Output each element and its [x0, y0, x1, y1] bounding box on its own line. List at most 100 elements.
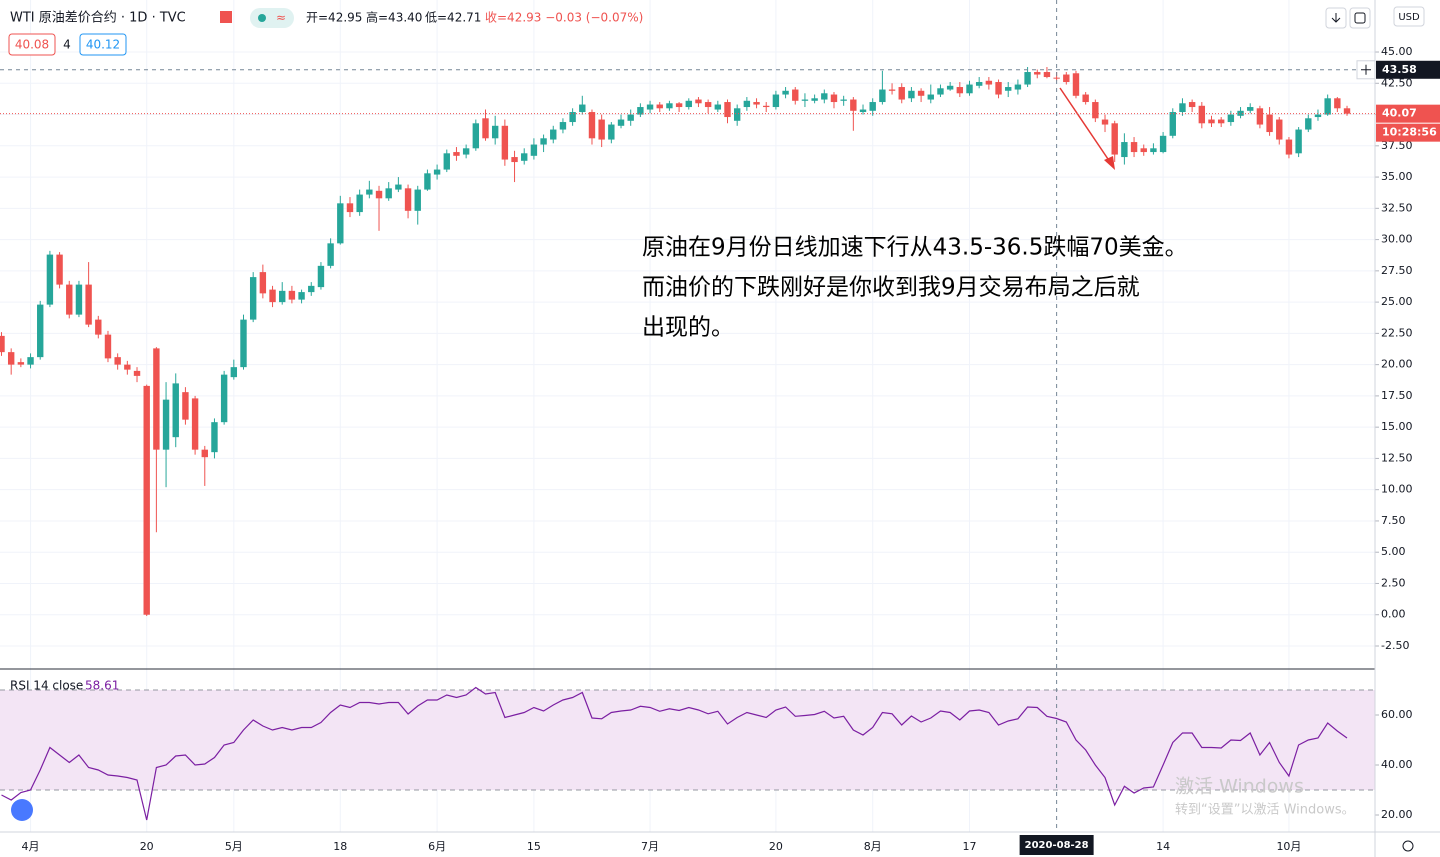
y-tick-label: 30.00	[1381, 233, 1413, 246]
candle-body	[327, 243, 334, 266]
candle-body	[230, 367, 238, 378]
candle-body	[995, 82, 1002, 95]
spread: 4	[63, 38, 71, 52]
ohlc-low: 低=42.71	[425, 11, 481, 25]
candle-body	[782, 90, 789, 95]
y-tick-label: 5.00	[1381, 545, 1406, 558]
candle-body	[0, 335, 5, 353]
candle-body	[337, 203, 344, 244]
last-price-label: 40.07	[1382, 107, 1417, 120]
candle-body	[1121, 142, 1128, 158]
x-tick-label: 15	[527, 840, 541, 853]
candle-body	[143, 385, 150, 615]
candle-body	[627, 114, 634, 121]
bid-box[interactable]	[8, 33, 56, 56]
candle-body	[162, 399, 170, 450]
annotation-line: 原油在9月份日线加速下行从43.5-36.5跌幅70美金。	[642, 235, 1188, 261]
candle-body	[375, 190, 383, 199]
candle-body	[317, 265, 325, 288]
y-tick-label: 27.50	[1381, 264, 1413, 277]
candle-body	[501, 125, 509, 160]
candle-body	[279, 290, 286, 303]
candle-body	[1101, 119, 1109, 125]
status-icon: ≈	[276, 11, 286, 25]
candle-body	[191, 398, 199, 450]
ask-box[interactable]	[79, 33, 127, 56]
candle-body	[462, 148, 470, 155]
candle-body	[850, 99, 857, 111]
candle-body	[1305, 118, 1312, 130]
candle-body	[879, 89, 886, 103]
countdown: 10:28:56	[1382, 126, 1437, 139]
candle-body	[666, 103, 673, 109]
candle-body	[869, 102, 876, 111]
candle-body	[356, 194, 363, 213]
x-tick-label: 20	[769, 840, 783, 853]
candle-body	[1140, 148, 1147, 153]
y-tick-label: 20.00	[1381, 358, 1413, 371]
ohlc-open: 开=42.95	[306, 11, 362, 25]
candle-body	[17, 362, 25, 365]
candle-body	[985, 80, 993, 85]
candle-body	[1111, 123, 1118, 155]
candle-body	[888, 89, 896, 91]
candle-body	[559, 122, 567, 130]
candle-body	[1188, 102, 1196, 108]
candle-body	[443, 153, 450, 170]
y-tick-label: 12.50	[1381, 451, 1413, 464]
y-tick-label: 10.00	[1381, 483, 1413, 496]
status-badge[interactable]	[250, 8, 294, 28]
candle-body	[308, 285, 315, 293]
candle-body	[908, 90, 915, 99]
y-tick-label: 35.00	[1381, 170, 1413, 183]
currency-box[interactable]	[1393, 6, 1425, 27]
settings-icon[interactable]	[1402, 840, 1414, 852]
y-tick-label: 25.00	[1381, 295, 1413, 308]
candle-body	[579, 104, 586, 113]
y-tick-label: 37.50	[1381, 139, 1413, 152]
candle-body	[753, 102, 760, 105]
y-tick-label: 15.00	[1381, 420, 1413, 433]
watermark: 转到“设置”以激活 Windows。	[1175, 803, 1355, 818]
watermark: 激活 Windows	[1175, 776, 1304, 798]
flag-icon[interactable]	[220, 11, 232, 23]
candle-body	[801, 99, 809, 101]
candle-body	[1343, 108, 1351, 114]
candle-body	[1063, 74, 1070, 83]
candle-body	[104, 334, 112, 359]
candle-body	[656, 104, 663, 109]
candle-body	[1024, 72, 1031, 85]
candle-body	[646, 104, 654, 110]
x-tick-label: 8月	[864, 840, 882, 853]
candle-body	[1005, 87, 1012, 91]
y-tick-label: 7.50	[1381, 514, 1406, 527]
currency: USD	[1398, 12, 1420, 23]
candle-body	[743, 100, 751, 108]
candle-body	[685, 100, 692, 108]
candle-body	[1034, 72, 1041, 75]
candle-body	[811, 98, 818, 101]
candle-body	[482, 118, 489, 139]
y-tick-label: 0.00	[1381, 608, 1406, 621]
x-tick-label: 4月	[22, 840, 40, 853]
candle-body	[1130, 142, 1138, 153]
candle-body	[133, 370, 141, 376]
x-tick-label: 17	[963, 840, 977, 853]
candle-body	[114, 357, 121, 365]
candle-body	[453, 152, 460, 156]
candle-body	[898, 87, 905, 100]
candle-body	[1043, 72, 1051, 78]
candle-body	[617, 119, 625, 126]
reset-button[interactable]	[1349, 7, 1371, 29]
logo[interactable]	[11, 799, 33, 821]
y-tick-label: 20.00	[1381, 808, 1413, 821]
candle-body	[1092, 102, 1099, 119]
candle-body	[569, 112, 576, 123]
bid-price: 40.08	[15, 38, 49, 52]
candle-body	[37, 304, 44, 358]
y-tick-label: 45.00	[1381, 45, 1413, 58]
candle-body	[1217, 119, 1225, 124]
